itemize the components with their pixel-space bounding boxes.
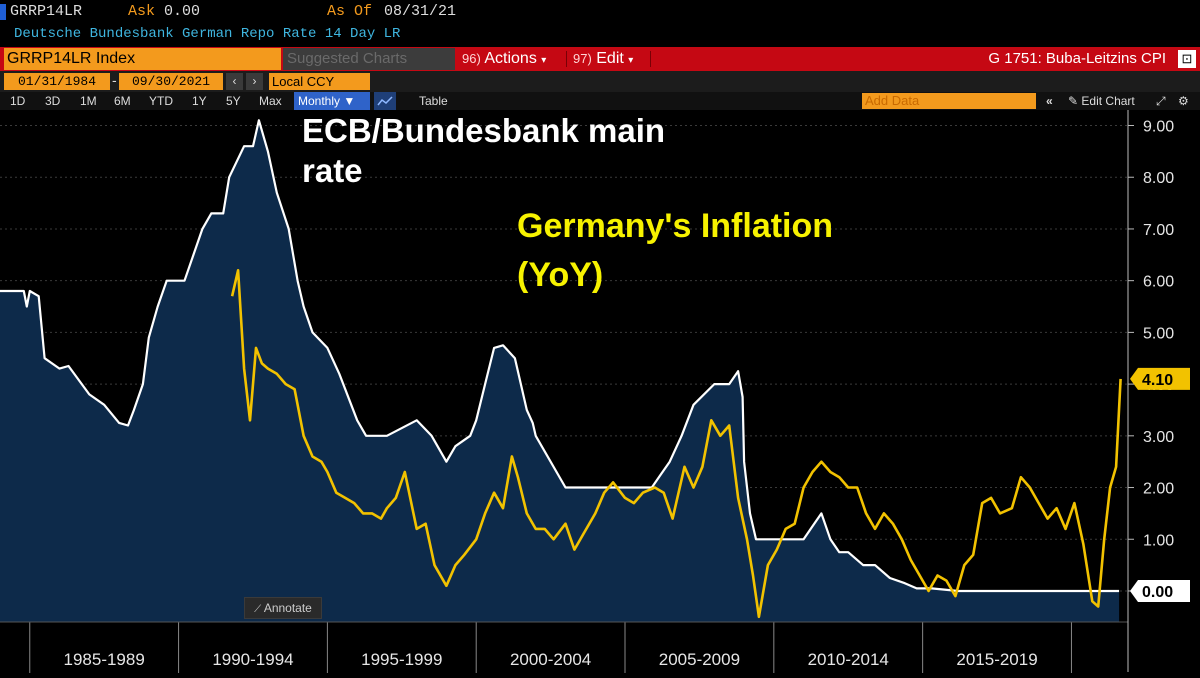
rate-last-value-badge-bg	[1130, 579, 1190, 602]
function-toolbar: GRRP14LR Index Suggested Charts 96) Acti…	[0, 47, 1200, 71]
x-axis: 1985-1989 1990-1994 1995-1999 2000-2004 2005…	[0, 621, 1128, 675]
y-tick-label: 6.00	[1143, 274, 1174, 291]
y-tick-label: 9.00	[1143, 119, 1174, 136]
edit-chart-label: Edit Chart	[1081, 94, 1135, 108]
annotate-button[interactable]: ⟋ Annotate	[244, 597, 322, 619]
next-period-icon[interactable]: ›	[246, 73, 263, 90]
actions-caret-icon: ▾	[541, 55, 547, 66]
add-data-input[interactable]: Add Data	[862, 93, 1036, 109]
period-toolbar: 1D 3D 1M 6M YTD 1Y 5Y Max Monthly ▼ Tabl…	[0, 92, 1200, 110]
edit-chart-button[interactable]: ✎ Edit Chart	[1068, 92, 1135, 110]
x-tick-label: 2015-2019	[956, 650, 1037, 669]
actions-menu[interactable]: 96) Actions ▾	[462, 47, 546, 71]
y-tick-label: 1.00	[1143, 532, 1174, 549]
date-range-bar: 01/31/1984 - 09/30/2021 ‹ › Local CCY	[0, 71, 1200, 92]
edit-number: 97)	[573, 51, 592, 66]
y-tick-label: 2.00	[1143, 481, 1174, 498]
add-data-placeholder: Add Data	[865, 93, 920, 108]
suggested-charts-button[interactable]: Suggested Charts	[283, 48, 455, 70]
cpi-series-line	[230, 269, 1122, 619]
toolbar-divider	[650, 51, 651, 67]
edit-menu[interactable]: 97) Edit ▾	[573, 47, 633, 71]
y-tick-label: 8.00	[1143, 170, 1174, 187]
pencil-icon: ✎	[1068, 94, 1079, 108]
ticker-label[interactable]: GRRP14LR	[10, 3, 83, 20]
security-input[interactable]: GRRP14LR Index	[4, 48, 281, 70]
frequency-text: Monthly	[298, 94, 341, 108]
period-max[interactable]: Max	[259, 94, 282, 108]
previous-period-icon[interactable]: ‹	[226, 73, 243, 90]
as-of-label: As Of	[327, 3, 373, 20]
chart-canvas: 1985-1989 1990-1994 1995-1999 2000-2004 2005…	[0, 110, 1190, 675]
x-tick-label: 2010-2014	[808, 650, 889, 669]
as-of-value: 08/31/21	[384, 3, 457, 20]
annotate-label: Annotate	[263, 601, 312, 615]
series-lines	[0, 119, 1122, 619]
range-dash: -	[112, 72, 117, 88]
currency-select[interactable]: Local CCY	[269, 73, 370, 90]
inflation-annotation-line2: (YoY)	[517, 256, 603, 294]
currency-text: Local CCY	[272, 74, 335, 89]
period-ytd[interactable]: YTD	[149, 94, 173, 108]
y-tick-label: 7.00	[1143, 222, 1174, 239]
chart-settings-icon[interactable]: ⚙	[1178, 94, 1189, 108]
cpi-last-value-badge: 4.10	[1142, 372, 1173, 389]
ticker-marker	[0, 4, 6, 20]
annotate-pencil-icon: ⟋	[254, 604, 262, 615]
edit-label: Edit	[596, 50, 624, 67]
x-tick-label: 1985-1989	[64, 650, 145, 669]
y-axis: 9.008.007.006.005.004.003.002.001.000.00…	[1127, 110, 1190, 672]
start-date-input[interactable]: 01/31/1984	[4, 73, 110, 90]
expand-chart-icon[interactable]: ⤢	[1156, 94, 1166, 108]
x-tick-label: 2005-2009	[659, 650, 740, 669]
description-bar: Deutsche Bundesbank German Repo Rate 14 …	[0, 24, 1200, 46]
edit-caret-icon: ▾	[628, 55, 634, 66]
period-3d[interactable]: 3D	[45, 94, 61, 108]
chart-title: G 1751: Buba-Leitzins CPI	[988, 50, 1166, 67]
x-tick-label: 2000-2004	[510, 650, 591, 669]
security-header-bar: GRRP14LR Ask 0.00 As Of 08/31/21	[0, 0, 1200, 24]
actions-label: Actions	[484, 50, 537, 67]
period-5y[interactable]: 5Y	[226, 94, 241, 108]
period-1y[interactable]: 1Y	[192, 94, 207, 108]
period-1m[interactable]: 1M	[80, 94, 97, 108]
rate-annotation-line1: ECB/Bundesbank main	[302, 112, 665, 149]
suggested-charts-label: Suggested Charts	[287, 50, 408, 67]
table-button[interactable]: Table	[419, 94, 448, 108]
ask-value: 0.00	[164, 3, 201, 20]
y-tick-label: 5.00	[1143, 325, 1174, 342]
rate-annotation-line2: rate	[302, 152, 363, 189]
security-description: Deutsche Bundesbank German Repo Rate 14 …	[14, 26, 401, 42]
frequency-caret-icon: ▼	[343, 94, 356, 108]
start-date-text: 01/31/1984	[17, 74, 96, 89]
chart-area: 1985-1989 1990-1994 1995-1999 2000-2004 2005…	[0, 110, 1200, 675]
rate-series-line	[0, 119, 1120, 593]
toolbar-divider	[566, 51, 567, 67]
x-tick-label: 1990-1994	[212, 650, 293, 669]
collapse-icon[interactable]: «	[1046, 94, 1053, 108]
frequency-select[interactable]: Monthly ▼	[294, 92, 370, 110]
rate-last-value-badge: 0.00	[1142, 584, 1173, 601]
security-input-text: GRRP14LR Index	[7, 50, 136, 67]
actions-number: 96)	[462, 51, 481, 66]
y-tick-label: 3.00	[1143, 429, 1174, 446]
inflation-annotation-line1: Germany's Inflation	[517, 207, 833, 245]
x-tick-label: 1995-1999	[361, 650, 442, 669]
line-chart-icon[interactable]	[374, 92, 396, 110]
end-date-input[interactable]: 09/30/2021	[119, 73, 223, 90]
period-1d[interactable]: 1D	[10, 94, 26, 108]
rate-area	[0, 120, 1120, 623]
rate-area-fill	[0, 120, 1120, 623]
end-date-text: 09/30/2021	[131, 74, 210, 89]
cpi-last-value-badge-bg	[1130, 367, 1190, 390]
window-control-icon[interactable]: ⊡	[1178, 50, 1196, 68]
ask-label: Ask	[128, 3, 156, 20]
period-6m[interactable]: 6M	[114, 94, 131, 108]
